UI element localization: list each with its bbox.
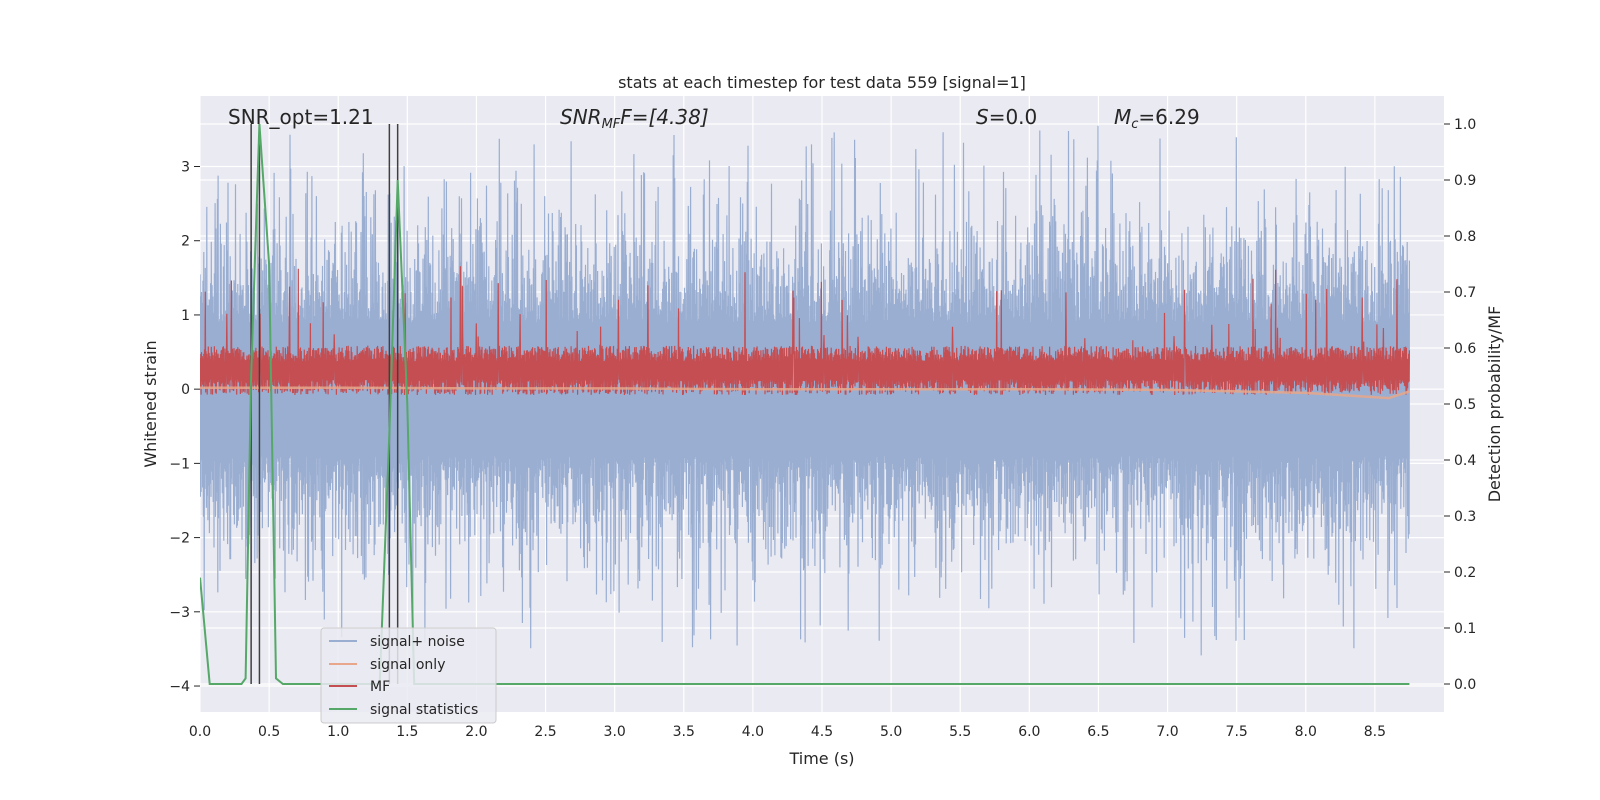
x-tick-label: 4.0 (742, 724, 764, 740)
x-tick-label: 5.5 (949, 724, 971, 740)
right-y-axis-label: Detection probability/MF (1485, 306, 1504, 503)
right-y-tick-label: 0.9 (1454, 173, 1476, 189)
right-y-tick-label: 1.0 (1454, 117, 1476, 133)
left-y-tick-label: 1 (181, 308, 190, 324)
right-y-tick-label: 0.0 (1454, 677, 1476, 693)
x-tick-label: 3.5 (673, 724, 695, 740)
right-y-tick-label: 0.4 (1454, 453, 1476, 469)
x-tick-label: 1.0 (327, 724, 349, 740)
x-axis-label: Time (s) (788, 749, 854, 768)
left-y-tick-label: −2 (169, 531, 190, 547)
right-y-tick-label: 0.6 (1454, 341, 1476, 357)
x-tick-label: 1.5 (396, 724, 418, 740)
left-y-tick-label: −3 (169, 605, 190, 621)
legend-label-signal-only: signal only (370, 657, 445, 673)
x-tick-label: 5.0 (880, 724, 902, 740)
left-y-tick-label: 0 (181, 382, 190, 398)
right-y-axis-ticks: 1.0 0.9 0.8 0.7 0.6 0.5 0.4 0.3 0.2 0.1 0.0 (1444, 117, 1476, 693)
s-annotation: S=0.0 (976, 105, 1037, 129)
left-y-tick-label: 3 (181, 160, 190, 176)
mf-series (200, 266, 1410, 396)
legend-label-mf: MF (370, 679, 390, 695)
snr-opt-annotation: SNR_opt=1.21 (228, 105, 374, 129)
x-tick-label: 2.0 (465, 724, 487, 740)
signal-plus-noise-series (200, 125, 1410, 656)
snr-mf-annotation: SNRMFF=[4.38] (560, 105, 709, 132)
x-tick-label: 7.5 (1226, 724, 1248, 740)
right-y-tick-label: 0.2 (1454, 565, 1476, 581)
legend-label-signal-noise: signal+ noise (370, 634, 465, 650)
right-y-tick-label: 0.3 (1454, 509, 1476, 525)
left-y-tick-label: −4 (169, 679, 190, 695)
x-tick-label: 2.5 (534, 724, 556, 740)
left-y-tick-label: 2 (181, 234, 190, 250)
x-tick-label: 8.5 (1364, 724, 1386, 740)
x-tick-label: 4.5 (811, 724, 833, 740)
x-tick-label: 0.5 (258, 724, 280, 740)
right-y-tick-label: 0.7 (1454, 285, 1476, 301)
chart-title: stats at each timestep for test data 559… (618, 73, 1026, 92)
x-tick-label: 6.5 (1087, 724, 1109, 740)
x-tick-label: 8.0 (1295, 724, 1317, 740)
x-tick-label: 6.0 (1018, 724, 1040, 740)
left-y-axis-ticks: 3 2 1 0 −1 −2 −3 −4 (169, 160, 200, 695)
left-y-tick-label: −1 (169, 456, 190, 472)
x-tick-label: 0.0 (189, 724, 211, 740)
x-axis-ticks: 0.0 0.5 1.0 1.5 2.0 2.5 3.0 3.5 4.0 4.5 5.0 5.5 6.0 6… (189, 724, 1386, 740)
x-tick-label: 3.0 (604, 724, 626, 740)
right-y-tick-label: 0.8 (1454, 229, 1476, 245)
mc-annotation: Mc=6.29 (1114, 105, 1200, 132)
right-y-tick-label: 0.5 (1454, 397, 1476, 413)
legend-box (320, 627, 497, 724)
x-tick-label: 7.0 (1156, 724, 1178, 740)
signal-only-series (200, 386, 1410, 400)
legend-label-signal-statistics: signal statistics (370, 702, 478, 718)
left-y-axis-label: Whitened strain (141, 340, 160, 467)
right-y-tick-label: 0.1 (1454, 621, 1476, 637)
legend: signal+ noise signal only MF signal stat… (320, 627, 497, 724)
